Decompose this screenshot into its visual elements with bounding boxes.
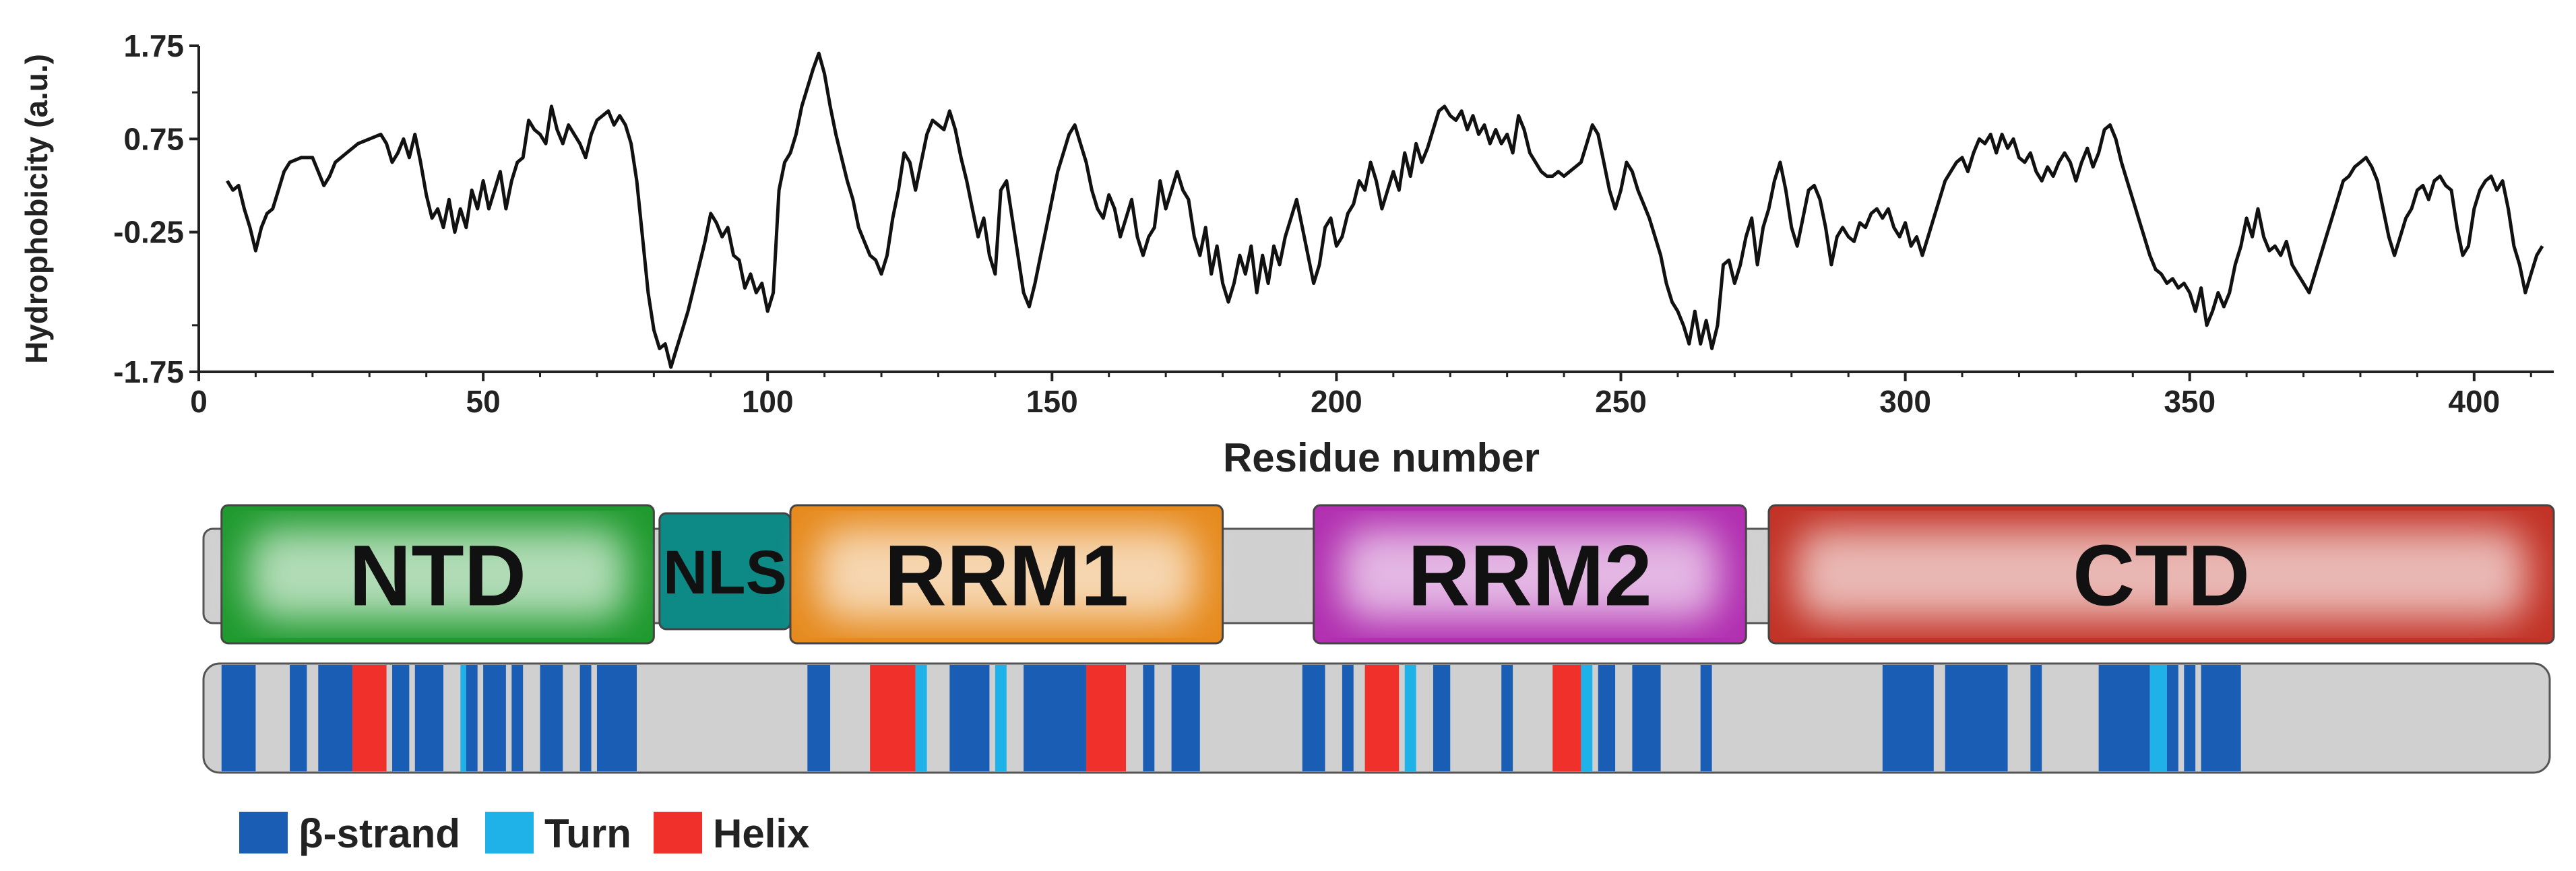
hydrophobicity-plot: Hydrophobicity (a.u.) Residue number 1.7… bbox=[19, 28, 2554, 480]
x-tick-label: 0 bbox=[190, 384, 208, 419]
ss-segment-helix bbox=[352, 665, 387, 771]
domain-label: CTD bbox=[2073, 528, 2250, 624]
domain-label: NTD bbox=[349, 528, 526, 624]
legend-label: Helix bbox=[713, 811, 809, 856]
y-tick-label: 1.75 bbox=[123, 28, 184, 63]
ss-segment-helix bbox=[870, 665, 916, 771]
x-tick-label: 350 bbox=[2164, 384, 2216, 419]
ss-segment-turn bbox=[1581, 665, 1593, 771]
domain-highlight bbox=[1796, 529, 2527, 620]
ss-segment-strand bbox=[807, 665, 831, 771]
domain-label: RRM2 bbox=[1408, 528, 1652, 624]
legend: β-strand Turn Helix bbox=[239, 811, 809, 856]
y-tick-label: -0.25 bbox=[113, 215, 184, 250]
ss-segment-strand bbox=[1024, 665, 1086, 771]
ss-segment-strand bbox=[1342, 665, 1354, 771]
ss-segment-strand bbox=[2030, 665, 2042, 771]
ss-segment-strand bbox=[2098, 665, 2150, 771]
x-tick-label: 100 bbox=[742, 384, 794, 419]
x-axis-ticks: 0 50 100 150 200 250 300 350 400 bbox=[190, 372, 2532, 419]
y-tick-label: 0.75 bbox=[123, 121, 184, 156]
domain-nls: NLS bbox=[658, 512, 792, 631]
ss-segment-strand bbox=[596, 665, 637, 771]
domain-ntd: NTD bbox=[220, 504, 655, 645]
ss-segment-strand bbox=[1632, 665, 1661, 771]
y-tick-label: -1.75 bbox=[113, 354, 184, 389]
domain-rrm2: RRM2 bbox=[1313, 504, 1747, 645]
series-layer bbox=[226, 51, 2544, 369]
x-tick-label: 200 bbox=[1311, 384, 1362, 419]
ss-segment-turn bbox=[1404, 665, 1416, 771]
ss-segment-turn bbox=[995, 665, 1007, 771]
domain-label: NLS bbox=[663, 538, 787, 607]
ss-segment-strand bbox=[1143, 665, 1155, 771]
ss-segment-strand bbox=[1945, 665, 2008, 771]
ss-segment-strand bbox=[1171, 665, 1200, 771]
secondary-structure bbox=[202, 662, 2551, 774]
ss-segment-strand bbox=[483, 665, 506, 771]
y-axis-label: Hydrophobicity (a.u.) bbox=[19, 54, 54, 364]
x-tick-label: 150 bbox=[1026, 384, 1078, 419]
x-tick-label: 300 bbox=[1879, 384, 1931, 419]
ss-segment-strand bbox=[949, 665, 990, 771]
ss-segment-strand bbox=[1433, 665, 1451, 771]
domain-highlight bbox=[1340, 529, 1720, 620]
ss-segment-strand bbox=[414, 665, 444, 771]
ss-segment-strand bbox=[540, 665, 563, 771]
secondary-structure-segments bbox=[221, 665, 2241, 771]
domain-rrm1: RRM1 bbox=[789, 504, 1224, 645]
legend-item-helix: Helix bbox=[654, 811, 809, 856]
legend-swatch bbox=[654, 812, 702, 853]
legend-label: Turn bbox=[544, 811, 631, 856]
domain-ctd: CTD bbox=[1767, 504, 2555, 645]
legend-item-strand: β-strand bbox=[239, 811, 460, 856]
legend-label: β-strand bbox=[299, 811, 460, 856]
ss-segment-helix bbox=[1086, 665, 1127, 771]
legend-swatch bbox=[485, 812, 534, 853]
ss-segment-strand bbox=[511, 665, 524, 771]
domain-highlight bbox=[817, 529, 1196, 620]
domain-highlight bbox=[248, 529, 627, 620]
legend-swatch bbox=[239, 812, 288, 853]
ss-segment-strand bbox=[2201, 665, 2241, 771]
ss-segment-strand bbox=[318, 665, 352, 771]
domain-architecture: NTD NLS RRM1 RRM2 CTD bbox=[202, 504, 2555, 645]
ss-segment-strand bbox=[290, 665, 307, 771]
ss-segment-strand bbox=[221, 665, 256, 771]
ss-segment-strand bbox=[1501, 665, 1513, 771]
ss-segment-strand bbox=[2166, 665, 2178, 771]
x-tick-label: 50 bbox=[466, 384, 501, 419]
domain-label: RRM1 bbox=[884, 528, 1129, 624]
ss-segment-strand bbox=[2184, 665, 2196, 771]
ss-segment-helix bbox=[1364, 665, 1400, 771]
ss-segment-turn bbox=[915, 665, 927, 771]
ss-segment-strand bbox=[1302, 665, 1325, 771]
ss-segment-strand bbox=[392, 665, 410, 771]
ss-segment-strand bbox=[466, 665, 478, 771]
domains-layer: NTD NLS RRM1 RRM2 CTD bbox=[220, 504, 2555, 645]
y-axis-ticks: 1.75 0.75 -0.25 -1.75 bbox=[113, 28, 199, 389]
hydrophobicity-series-line-0 bbox=[226, 51, 2544, 369]
ss-segment-strand bbox=[1700, 665, 1712, 771]
ss-segment-strand bbox=[579, 665, 592, 771]
ss-segment-turn bbox=[460, 665, 466, 771]
ss-segment-helix bbox=[1552, 665, 1581, 771]
ss-segment-turn bbox=[2149, 665, 2167, 771]
x-tick-label: 400 bbox=[2448, 384, 2500, 419]
legend-item-turn: Turn bbox=[485, 811, 631, 856]
ss-segment-strand bbox=[1882, 665, 1934, 771]
ss-segment-strand bbox=[1598, 665, 1616, 771]
x-axis-label: Residue number bbox=[1223, 435, 1540, 480]
x-tick-label: 250 bbox=[1595, 384, 1647, 419]
